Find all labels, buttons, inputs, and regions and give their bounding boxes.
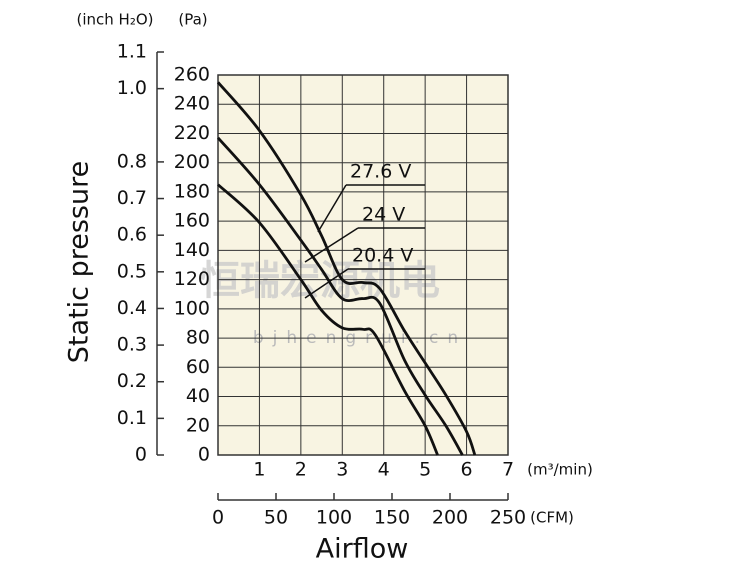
series-label: 24 V [362,204,405,226]
y2-tick-label: 0.4 [117,297,147,319]
x2-tick-label: 50 [264,507,288,529]
x-tick-label: 5 [419,459,431,481]
x2-tick-label: 100 [316,507,352,529]
y2-tick-label: 1.0 [117,77,147,99]
y2-tick-label: 0.2 [117,370,147,392]
label-leader [304,268,349,299]
y2-tick-label: 0.1 [117,407,147,429]
curve [216,81,477,456]
label-leader [304,227,359,263]
x-tick-label: 2 [295,459,307,481]
y-tick-label: 0 [198,444,210,466]
series-label: 27.6 V [350,161,411,183]
y-tick-label: 140 [174,239,210,261]
y-axis-title: Static pressure [64,161,95,363]
y2-tick-label: 0.3 [117,334,147,356]
y2-tick-label: 0 [135,444,147,466]
y-tick-label: 20 [186,414,210,436]
x-tick-label: 7 [502,459,514,481]
y2-tick-label: 0.7 [117,187,147,209]
y-tick-label: 240 [174,93,210,115]
curve [216,136,464,456]
y-tick-label: 80 [186,327,210,349]
x2-tick-label: 250 [490,507,526,529]
x2-unit: (CFM) [530,509,574,527]
y-tick-label: 160 [174,210,210,232]
x2-tick-label: 200 [432,507,468,529]
y-tick-label: 220 [174,122,210,144]
y-tick-label: 100 [174,297,210,319]
x-tick-label: 3 [336,459,348,481]
label-leader [317,184,347,233]
plot-frame [217,74,509,456]
y-tick-label: 120 [174,268,210,290]
y-tick-label: 60 [186,356,210,378]
series-label: 20.4 V [352,245,413,267]
y-tick-label: 180 [174,180,210,202]
y-tick-label: 260 [174,64,210,86]
x-tick-label: 4 [378,459,390,481]
x2-tick-label: 0 [212,507,224,529]
y2-tick-label: 0.5 [117,260,147,282]
x2-tick-label: 150 [374,507,410,529]
y2-tick-label: 1.1 [117,41,147,63]
y2-tick-label: 0.6 [117,224,147,246]
x-tick-label: 6 [461,459,473,481]
y-unit: (Pa) [178,11,207,29]
curve [217,183,439,456]
y2-unit: (inch H₂O) [77,11,154,29]
x-unit: (m³/min) [527,461,593,479]
y-tick-label: 200 [174,151,210,173]
y2-tick-label: 0.8 [117,150,147,172]
x-axis-title: Airflow [316,534,409,565]
x-tick-label: 1 [253,459,265,481]
y-tick-label: 40 [186,385,210,407]
